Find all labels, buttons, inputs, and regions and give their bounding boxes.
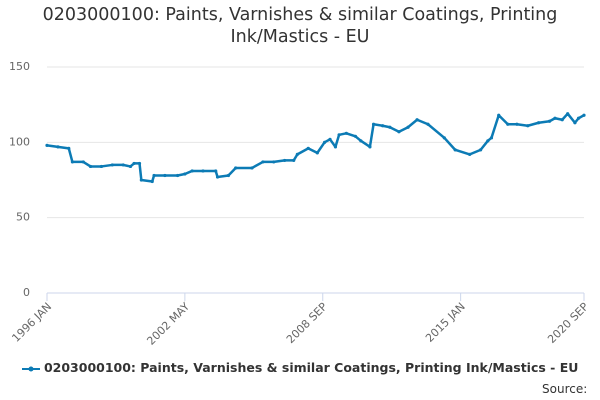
point	[261, 160, 265, 164]
point	[139, 178, 143, 182]
point	[453, 148, 457, 152]
point	[132, 161, 136, 166]
point	[381, 124, 385, 128]
y-tick-label: 100	[9, 135, 30, 148]
point	[553, 116, 557, 120]
y-tick-label: 150	[9, 60, 30, 73]
point	[128, 164, 133, 169]
point	[121, 163, 125, 167]
point	[234, 166, 238, 170]
legend-marker	[21, 366, 40, 371]
point	[426, 122, 430, 126]
point	[468, 152, 472, 156]
point	[152, 173, 156, 178]
point	[442, 136, 446, 140]
point	[226, 173, 231, 178]
point	[560, 118, 564, 122]
point	[486, 139, 490, 143]
point	[272, 160, 276, 164]
point	[163, 173, 167, 178]
legend-label: 0203000100: Paints, Varnishes & similar …	[43, 360, 579, 375]
legend-dot	[28, 366, 34, 371]
point	[573, 121, 577, 125]
source-label: Source:	[542, 382, 588, 396]
point	[489, 136, 494, 140]
x-tick-label: 1996 JAN	[9, 300, 54, 345]
point	[88, 164, 93, 169]
point	[45, 143, 49, 147]
point	[137, 161, 142, 166]
point	[368, 145, 372, 149]
point	[371, 122, 376, 126]
point	[56, 145, 60, 149]
x-tick-label: 2008 SEP	[284, 300, 330, 346]
point	[576, 116, 581, 120]
point	[150, 179, 154, 184]
point	[526, 124, 530, 128]
point	[566, 112, 570, 116]
point	[295, 152, 299, 156]
point	[582, 113, 586, 117]
point	[201, 169, 205, 173]
point	[283, 158, 287, 163]
x-tick-label: 2002 MAY	[144, 300, 192, 348]
point	[306, 146, 310, 150]
y-tick-label: 50	[16, 211, 30, 224]
point	[322, 140, 327, 144]
point	[67, 146, 71, 150]
chart-title: 0203000100: Paints, Varnishes & similar …	[42, 5, 558, 47]
point	[315, 151, 319, 155]
point	[397, 130, 401, 134]
point	[515, 122, 519, 126]
point	[190, 169, 194, 173]
point	[506, 122, 510, 126]
point	[328, 137, 332, 141]
point	[353, 134, 358, 138]
point	[215, 175, 220, 179]
point	[292, 158, 296, 163]
point	[344, 131, 348, 135]
point	[183, 172, 187, 176]
point	[81, 160, 85, 164]
point	[250, 166, 254, 170]
x-tick-label: 2015 JAN	[423, 300, 468, 345]
point	[497, 113, 501, 117]
point	[547, 119, 552, 123]
point	[70, 160, 74, 164]
point	[406, 125, 410, 129]
point	[214, 169, 218, 173]
point	[176, 173, 180, 178]
point	[478, 148, 483, 152]
point	[337, 133, 341, 137]
point	[388, 125, 392, 129]
point	[333, 145, 338, 149]
series-line	[46, 112, 585, 183]
point	[415, 118, 419, 122]
y-tick-label: 0	[23, 286, 30, 299]
point	[110, 163, 114, 167]
legend[interactable]: 0203000100: Paints, Varnishes & similar …	[0, 360, 600, 375]
point	[537, 121, 541, 125]
x-tick-label: 2020 SEP	[545, 300, 591, 346]
point	[99, 164, 104, 169]
plot-area: 0 50 100 150 1996 JAN 2002 MAY 2008 SEP 2015 JA…	[9, 60, 591, 348]
point	[359, 139, 363, 143]
